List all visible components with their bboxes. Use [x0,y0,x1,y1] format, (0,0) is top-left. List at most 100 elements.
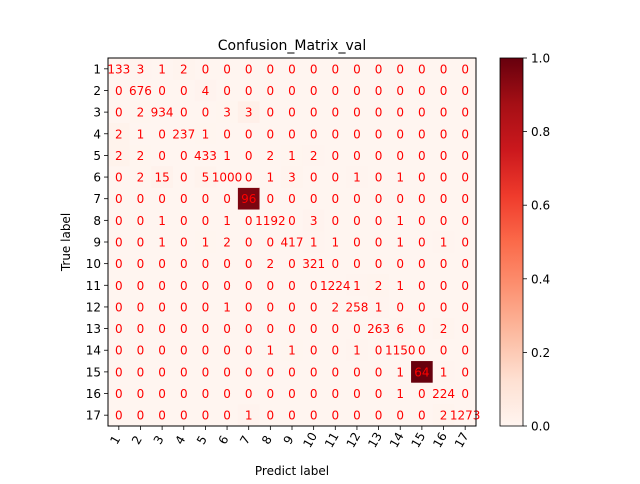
matrix-cell-value: 0 [180,365,188,379]
matrix-cell [324,274,347,297]
matrix-cell-value: 0 [418,236,426,250]
matrix-cell-value: 0 [180,344,188,358]
chart-title: Confusion_Matrix_val [218,38,366,54]
matrix-cell-value: 0 [137,300,145,314]
matrix-cell-value: 237 [172,127,195,141]
x-tick-label: 17 [452,430,472,450]
matrix-cell-value: 0 [115,409,123,423]
matrix-cell [259,58,282,81]
matrix-cell [216,252,239,275]
matrix-cell [432,209,455,232]
matrix-cell-value: 0 [223,387,231,401]
matrix-cell-value: 0 [245,214,253,228]
matrix-cell-value: 0 [461,257,469,271]
matrix-cell-value: 0 [461,344,469,358]
matrix-cell-value: 0 [202,279,210,293]
matrix-cell-value: 0 [461,322,469,336]
matrix-cell [172,122,195,145]
matrix-cell-value: 1 [353,279,361,293]
matrix-cell [129,317,152,340]
matrix-cell-value: 0 [267,236,275,250]
matrix-cell [302,252,325,275]
matrix-cell [281,58,304,81]
matrix-cell-value: 0 [158,149,166,163]
matrix-cell [346,209,369,232]
matrix-cell-value: 0 [461,106,469,120]
matrix-cell-value: 1 [353,344,361,358]
colorbar-tick-label: 1.0 [531,52,550,66]
matrix-cell [129,122,152,145]
matrix-cell [151,296,174,319]
matrix-cell-value: 0 [418,106,426,120]
matrix-cell [151,382,174,405]
matrix-cell [367,339,390,362]
matrix-cell [259,274,282,297]
matrix-cell [302,144,325,167]
matrix-cell [259,166,282,189]
matrix-cell-value: 0 [223,365,231,379]
matrix-cell [281,231,304,254]
matrix-cell [194,122,217,145]
matrix-cell-value: 2 [137,171,145,185]
matrix-cell [237,144,260,167]
matrix-cell-value: 0 [331,257,339,271]
matrix-cell [281,187,304,210]
matrix-cell [432,252,455,275]
matrix-cell-value: 0 [115,257,123,271]
matrix-cell-value: 0 [440,171,448,185]
matrix-cell [281,79,304,102]
matrix-cell [454,404,477,427]
matrix-cell-value: 0 [180,84,188,98]
matrix-cell [151,339,174,362]
matrix-cell [454,58,477,81]
matrix-cell [367,144,390,167]
matrix-cell-value: 0 [158,387,166,401]
matrix-cell [324,361,347,384]
matrix-cell-value: 0 [180,192,188,206]
matrix-cell [129,361,152,384]
matrix-cell [216,296,239,319]
matrix-cell [454,79,477,102]
matrix-cell [454,231,477,254]
matrix-cell [302,382,325,405]
colorbar-tick-label: 0.8 [531,125,550,139]
x-axis-ticks: 1 2 3 4 5 6 7 8 9 10 11 12 13 14 15 16 17 [107,426,472,450]
matrix-cell [367,101,390,124]
matrix-cell [194,209,217,232]
matrix-cell-labels: 133 3 1 2 0 0 0 0 0 0 0 0 0 0 0 0 00 676 0 0 4 0 0 0 0 0 0 0 0 0 0 0 00 2… [107,62,480,422]
matrix-cell-value: 0 [158,322,166,336]
matrix-cell-value: 0 [180,171,188,185]
matrix-cell [367,58,390,81]
matrix-cell-value: 321 [302,257,325,271]
matrix-cell [237,252,260,275]
matrix-cell-value: 0 [202,365,210,379]
matrix-cell-value: 0 [331,62,339,76]
matrix-cell-value: 0 [331,409,339,423]
matrix-cell [194,252,217,275]
matrix-cell-value: 0 [115,214,123,228]
matrix-cell-value: 0 [375,344,383,358]
matrix-cell-value: 1 [331,236,339,250]
matrix-cell-value: 1 [288,149,296,163]
matrix-cell [129,382,152,405]
matrix-cell [216,58,239,81]
matrix-cell-value: 133 [107,62,130,76]
matrix-cell-value: 0 [440,214,448,228]
matrix-cell [389,296,412,319]
matrix-cell-value: 0 [375,214,383,228]
x-tick-label: 2 [129,433,145,447]
matrix-cell [259,209,282,232]
matrix-cell-value: 0 [223,127,231,141]
matrix-cell-value: 2 [137,149,145,163]
matrix-cell [194,231,217,254]
matrix-cell-value: 0 [115,387,123,401]
matrix-cell [346,252,369,275]
matrix-cell-value: 0 [223,344,231,358]
matrix-cell-value: 1 [223,214,231,228]
matrix-cell [194,79,217,102]
x-tick-label: 7 [237,433,253,447]
matrix-cell-value: 0 [375,171,383,185]
matrix-cell-value: 0 [288,127,296,141]
matrix-cell-value: 3 [310,214,318,228]
